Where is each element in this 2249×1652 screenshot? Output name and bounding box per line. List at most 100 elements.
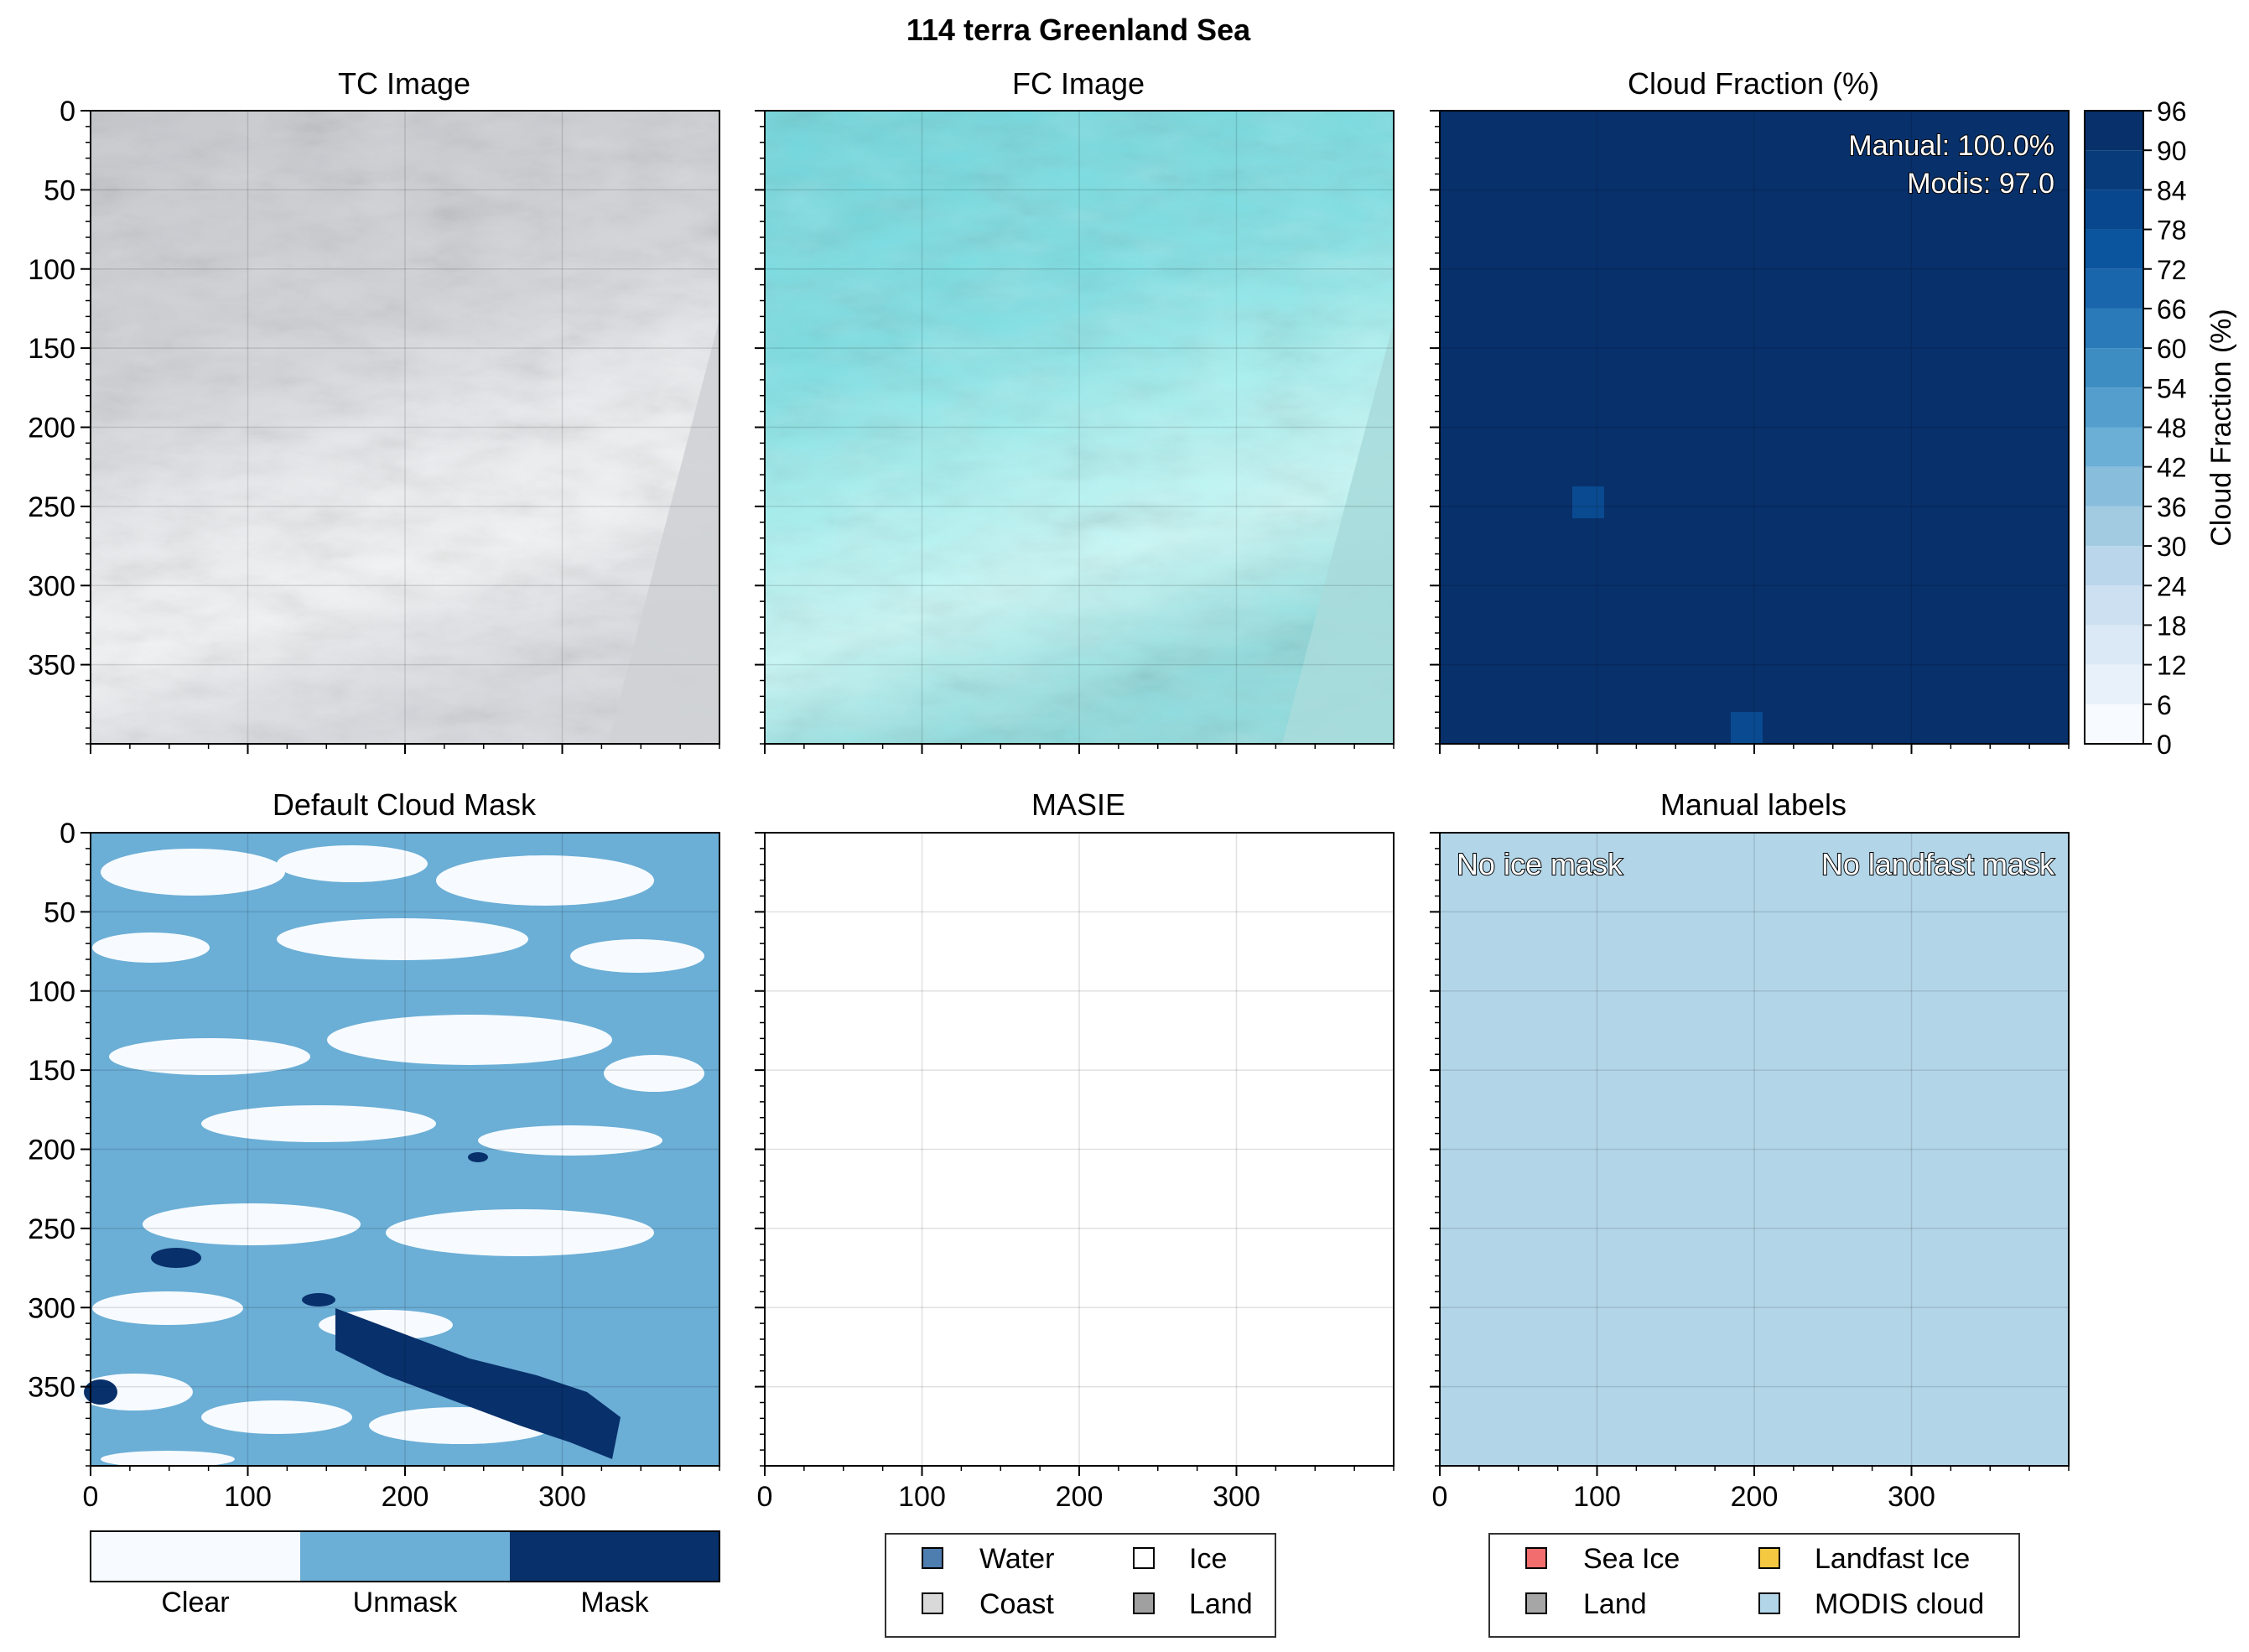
legend-label-coast: Coast	[979, 1588, 1054, 1620]
panel-title-masie: MASIE	[1031, 787, 1125, 822]
colorbar-tick-label: 54	[2157, 373, 2187, 403]
colorbar-tick-label: 96	[2157, 96, 2187, 127]
y-tick-label: 200	[28, 1135, 75, 1166]
cloud-fraction-colorbar: 0 6 12 18 24 30 36 42 48 54 60 66 72 78 84 90 96	[2084, 96, 2187, 760]
ml-note-no-ice-mask: No ice mask	[1457, 847, 1623, 881]
y-tick-label: 100	[28, 976, 75, 1008]
colorbar-segment	[2085, 229, 2143, 269]
y-tick-label: 0	[60, 96, 75, 127]
colorbar-segment	[2085, 190, 2143, 230]
colorbar-tick-label: 6	[2157, 690, 2172, 720]
ml-note-no-landfast-mask: No landfast mask	[1821, 847, 2055, 881]
legend-label-land-manual: Land	[1583, 1588, 1647, 1620]
figure-title: 114 terra Greenland Sea	[906, 13, 1251, 47]
y-tick-label: 250	[28, 1213, 75, 1245]
panel-title-cf: Cloud Fraction (%)	[1628, 66, 1879, 101]
colorbar-tick-label: 90	[2157, 136, 2187, 166]
mask-colorbar-label-clear: Clear	[161, 1587, 229, 1618]
manual-labels-map	[1440, 833, 2070, 1466]
colorbar-segment	[2085, 268, 2143, 309]
colorbar-segment	[2085, 466, 2143, 507]
colorbar-tick-label: 36	[2157, 492, 2187, 522]
x-tick-label: 100	[898, 1481, 946, 1513]
fc-image	[765, 111, 1395, 744]
panel-title-fc: FC Image	[1012, 66, 1145, 101]
y-tick-label: 150	[28, 333, 75, 365]
mask-colorbar-label-mask: Mask	[580, 1587, 649, 1618]
x-tick-label: 300	[1888, 1481, 1935, 1513]
x-tick-label: 300	[538, 1481, 586, 1513]
colorbar-segment	[2085, 704, 2143, 744]
legend-swatch-coast	[922, 1592, 943, 1614]
y-tick-label: 50	[44, 896, 75, 928]
colorbar-segment	[2085, 387, 2143, 428]
x-tick-label: 100	[1573, 1481, 1621, 1513]
manual-labels-legend: Sea Ice Landfast Ice Land MODIS cloud	[1488, 1533, 2020, 1638]
colorbar-tick-label: 60	[2157, 334, 2187, 364]
mask-colorbar-mask	[510, 1531, 719, 1582]
y-tick-label: 0	[60, 818, 75, 849]
colorbar-segment	[2085, 664, 2143, 704]
colorbar-segment	[2085, 111, 2143, 151]
mask-colorbar-label-unmask: Unmask	[353, 1587, 459, 1618]
colorbar-tick-label: 30	[2157, 532, 2187, 562]
colorbar-tick-label: 24	[2157, 571, 2187, 601]
colorbar-tick-label: 66	[2157, 294, 2187, 325]
cf-annotation-modis: Modis: 97.0	[1907, 168, 2054, 200]
colorbar-segment	[2085, 506, 2143, 547]
axes-layer: 0 50 100 150 200 250 300 350 0 50 100 150 200 250 300 3…	[28, 96, 2070, 1513]
cloud-mask-colorbar: Clear Unmask Mask	[90, 1530, 720, 1618]
x-tick-label: 0	[1432, 1481, 1448, 1513]
masie-legend: Water Ice Coast Land	[885, 1533, 1276, 1638]
x-tick-label: 200	[382, 1481, 429, 1513]
colorbar-tick-label: 84	[2157, 175, 2187, 205]
y-tick-label: 50	[44, 174, 75, 206]
cloud-fraction-heatmap	[1440, 111, 2070, 744]
y-tick-label: 300	[28, 570, 75, 602]
default-cloud-mask	[75, 833, 719, 1468]
colorbar-tick-label: 12	[2157, 651, 2187, 681]
mask-colorbar-unmask	[300, 1531, 510, 1582]
colorbar-segment	[2085, 546, 2143, 586]
colorbar-segment	[2085, 427, 2143, 467]
legend-label-sea-ice: Sea Ice	[1583, 1543, 1680, 1575]
panel-title-tc: TC Image	[338, 66, 470, 101]
legend-label-landfast-ice: Landfast Ice	[1815, 1543, 1970, 1575]
cf-annotation-manual: Manual: 100.0%	[1848, 130, 2054, 162]
y-tick-label: 350	[28, 650, 75, 682]
legend-label-ice: Ice	[1189, 1543, 1227, 1575]
panel-title-ml: Manual labels	[1660, 787, 1846, 822]
colorbar-segment	[2085, 625, 2143, 665]
cf-cell-2	[1731, 712, 1763, 744]
x-tick-label: 300	[1213, 1481, 1260, 1513]
legend-swatch-landfast-ice	[1758, 1547, 1780, 1569]
legend-swatch-modis-cloud	[1758, 1592, 1780, 1614]
legend-label-modis-cloud: MODIS cloud	[1815, 1588, 1984, 1620]
x-tick-label: 0	[757, 1481, 773, 1513]
x-tick-label: 100	[224, 1481, 272, 1513]
y-tick-label: 150	[28, 1055, 75, 1087]
y-tick-label: 250	[28, 491, 75, 523]
colorbar-tick-label: 72	[2157, 255, 2187, 285]
legend-swatch-land	[1133, 1592, 1155, 1614]
legend-swatch-water	[922, 1547, 943, 1569]
legend-label-water: Water	[979, 1543, 1054, 1575]
legend-swatch-sea-ice	[1525, 1547, 1547, 1569]
x-tick-label: 200	[1731, 1481, 1779, 1513]
cf-cell-1	[1572, 486, 1604, 518]
y-tick-label: 100	[28, 254, 75, 286]
y-tick-label: 350	[28, 1372, 75, 1404]
colorbar-tick-label: 18	[2157, 610, 2187, 641]
colorbar-segment	[2085, 348, 2143, 388]
colorbar-tick-label: 48	[2157, 413, 2187, 444]
colorbar-segment	[2085, 150, 2143, 190]
colorbar-segment	[2085, 308, 2143, 349]
colorbar-label: Cloud Fraction (%)	[2205, 309, 2237, 546]
y-tick-label: 300	[28, 1292, 75, 1324]
colorbar-tick-label: 42	[2157, 453, 2187, 483]
panel-title-dcm: Default Cloud Mask	[273, 787, 537, 822]
mask-colorbar-clear	[91, 1531, 300, 1582]
tc-image	[91, 111, 719, 744]
x-tick-label: 200	[1056, 1481, 1104, 1513]
